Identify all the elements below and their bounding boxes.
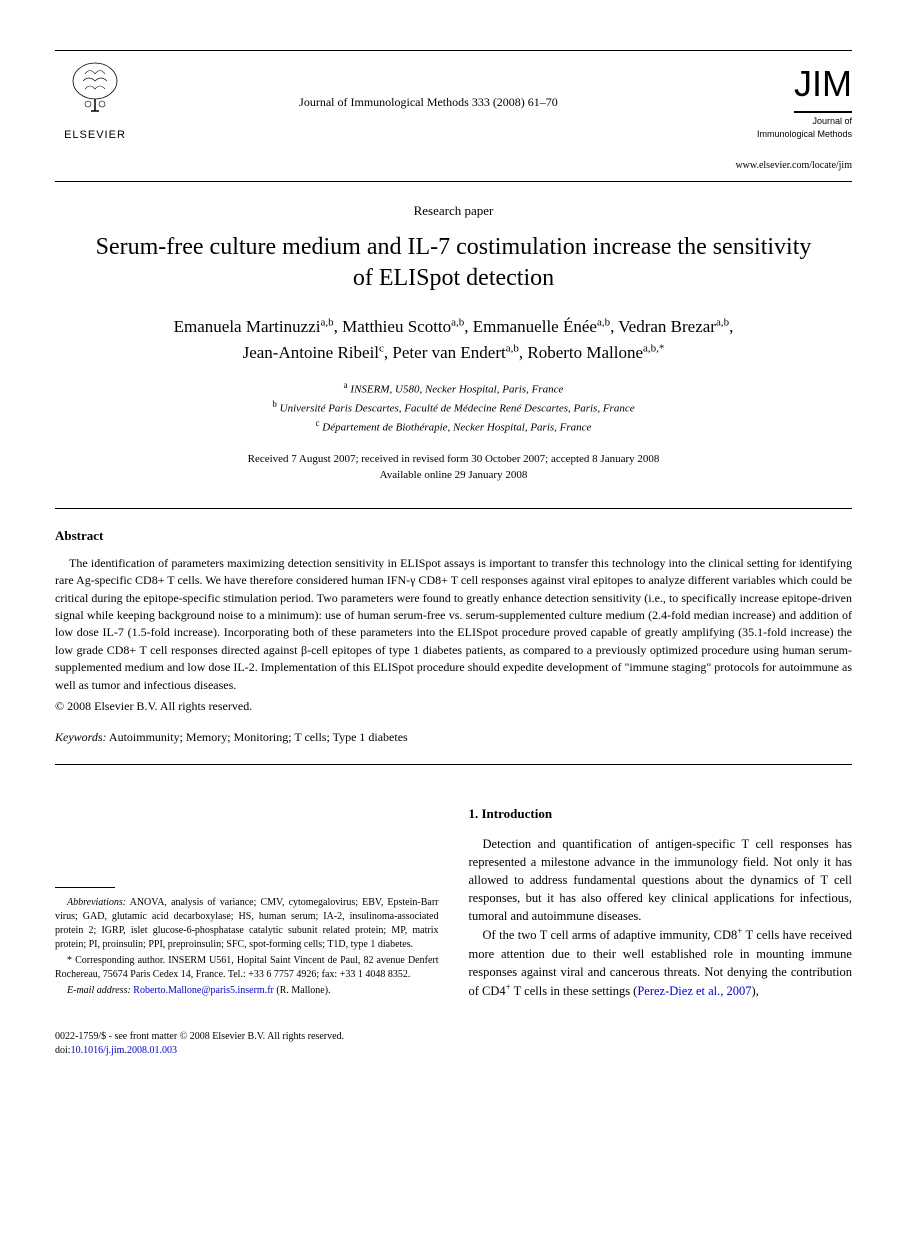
keywords-list: Autoimmunity; Memory; Monitoring; T cell… <box>109 730 408 744</box>
journal-citation: Journal of Immunological Methods 333 (20… <box>135 59 722 111</box>
abstract-text: The identification of parameters maximiz… <box>55 555 852 694</box>
corresp-text: Corresponding author. INSERM U561, Hopit… <box>55 955 439 980</box>
article-title: Serum-free culture medium and IL-7 costi… <box>55 232 852 294</box>
elsevier-logo: ELSEVIER <box>55 59 135 144</box>
intro-paragraph-2: Of the two T cell arms of adaptive immun… <box>469 925 853 1000</box>
introduction-heading: 1. Introduction <box>469 805 853 823</box>
footnotes: Abbreviations: ANOVA, analysis of varian… <box>55 896 439 1000</box>
author: Jean-Antoine Ribeilc <box>243 343 384 362</box>
affiliation: b Université Paris Descartes, Faculté de… <box>55 398 852 417</box>
page-footer: 0022-1759/$ - see front matter © 2008 El… <box>55 1030 852 1058</box>
affiliation: a INSERM, U580, Necker Hospital, Paris, … <box>55 379 852 398</box>
author-list: Emanuela Martinuzzia,b, Matthieu Scottoa… <box>55 314 852 365</box>
doi-link[interactable]: 10.1016/j.jim.2008.01.003 <box>71 1045 177 1056</box>
corresponding-footnote: * Corresponding author. INSERM U561, Hop… <box>55 954 439 982</box>
divider-line <box>55 508 852 509</box>
keywords: Keywords: Autoimmunity; Memory; Monitori… <box>55 729 852 746</box>
abstract-heading: Abstract <box>55 527 852 545</box>
author: Roberto Mallonea,b,* <box>527 343 664 362</box>
journal-fullname: Journal ofImmunological Methods <box>722 115 852 140</box>
abbreviations-footnote: Abbreviations: ANOVA, analysis of varian… <box>55 896 439 952</box>
affiliation-list: a INSERM, U580, Necker Hospital, Paris, … <box>55 379 852 436</box>
journal-header: ELSEVIER Journal of Immunological Method… <box>55 50 852 182</box>
article-type: Research paper <box>55 202 852 220</box>
affiliation: c Département de Biothérapie, Necker Hos… <box>55 417 852 436</box>
elsevier-tree-icon <box>65 59 125 119</box>
email-author: (R. Mallone). <box>276 985 330 996</box>
abstract-copyright: © 2008 Elsevier B.V. All rights reserved… <box>55 698 852 715</box>
divider-line <box>55 764 852 765</box>
doi-line: doi:10.1016/j.jim.2008.01.003 <box>55 1044 852 1058</box>
history-dates: Received 7 August 2007; received in revi… <box>55 451 852 468</box>
author: Emmanuelle Énéea,b <box>473 317 610 336</box>
online-date: Available online 29 January 2008 <box>55 467 852 484</box>
corresp-marker: * <box>67 955 72 966</box>
email-footnote: E-mail address: Roberto.Mallone@paris5.i… <box>55 984 439 998</box>
elsevier-label: ELSEVIER <box>55 128 135 143</box>
keywords-label: Keywords: <box>55 730 107 744</box>
author: Peter van Enderta,b <box>392 343 518 362</box>
intro-paragraph-1: Detection and quantification of antigen-… <box>469 835 853 926</box>
issn-line: 0022-1759/$ - see front matter © 2008 El… <box>55 1030 852 1044</box>
article-dates: Received 7 August 2007; received in revi… <box>55 451 852 484</box>
author: Vedran Brezara,b <box>618 317 729 336</box>
author: Matthieu Scottoa,b <box>342 317 464 336</box>
abbreviations-label: Abbreviations: <box>67 897 126 908</box>
email-label: E-mail address: <box>67 985 131 996</box>
journal-url: www.elsevier.com/locate/jim <box>722 159 852 173</box>
citation-link[interactable]: Perez-Diez et al., 2007 <box>637 984 751 998</box>
footnote-divider <box>55 887 115 888</box>
journal-logo: JIM Journal ofImmunological Methods www.… <box>722 59 852 173</box>
email-link[interactable]: Roberto.Mallone@paris5.inserm.fr <box>133 985 274 996</box>
author: Emanuela Martinuzzia,b <box>174 317 334 336</box>
journal-abbrev: JIM <box>794 59 852 113</box>
